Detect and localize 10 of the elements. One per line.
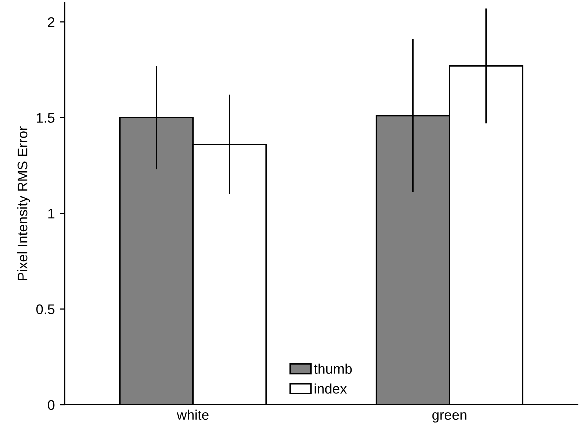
y-tick-label: 0.5 <box>36 304 55 314</box>
legend-label: index <box>314 384 348 394</box>
legend-label: thumb <box>314 364 352 374</box>
y-tick-label: 2 <box>48 17 55 28</box>
x-tick-label: white <box>177 410 209 420</box>
y-tick-label: 0 <box>48 400 55 410</box>
y-axis-title: Pixel Intensity RMS Error <box>17 126 30 280</box>
x-tick-label: green <box>432 412 467 423</box>
y-tick-label: 1 <box>48 209 55 219</box>
y-tick-label: 1.5 <box>37 113 55 124</box>
